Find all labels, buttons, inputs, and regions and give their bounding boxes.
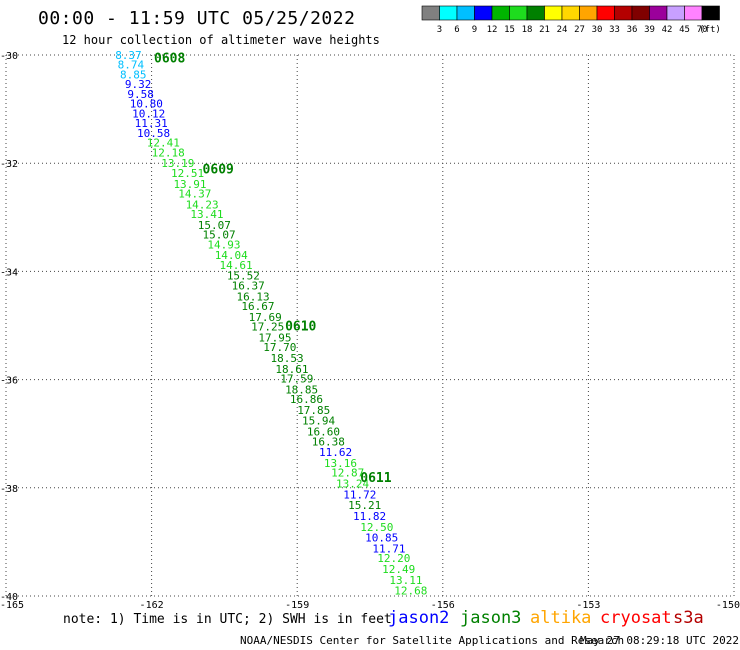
wave-height-value: 12.50 [360,521,393,534]
wave-height-value: 17.95 [258,331,291,344]
wave-height-value: 11.72 [343,488,376,501]
colorbar-tick-label: 33 [609,25,620,35]
wave-height-value: 16.38 [312,435,345,448]
chart-subtitle: 12 hour collection of altimeter wave hei… [62,33,380,47]
wave-height-value: 13.91 [173,178,206,191]
colorbar-tick-label: 9 [472,25,477,35]
wave-height-value: 11.31 [135,117,168,130]
y-tick-label: -36 [0,376,18,387]
wave-height-value: 14.37 [178,187,211,200]
wave-height-value: 14.23 [186,198,219,211]
wave-height-value: 13.16 [324,457,357,470]
colorbar-tick-label: 45 [679,25,690,35]
wave-height-value: 15.94 [302,415,335,428]
wave-height-value: 16.67 [241,300,274,313]
wave-height-value: 12.41 [147,137,180,150]
colorbar-tick-label: 21 [539,25,550,35]
legend-jason3: jason3 [460,608,522,628]
wave-height-value: 10.12 [132,107,165,120]
wave-height-value: 18.53 [271,352,304,365]
wave-height-value: 12.87 [331,467,364,480]
colorbar-tick-label: 18 [522,25,533,35]
wave-height-value: 12.49 [382,563,415,576]
wave-height-value: 12.18 [152,146,185,159]
wave-height-value: 11.71 [372,542,405,555]
y-tick-label: -32 [0,159,18,170]
chart-title: 00:00 - 11:59 UTC 05/25/2022 [38,8,356,29]
wave-height-value: 8.74 [118,59,145,72]
x-tick-label: -156 [431,600,455,611]
y-tick-label: -34 [0,267,18,278]
colorbar-tick-label: 27 [574,25,585,35]
wave-height-value: 9.58 [127,88,154,101]
legend-altika: altika [530,608,592,628]
x-tick-label: -162 [140,600,164,611]
color-scale-bar: 3 6 9 12 15 18 21 24 27 30 33 36 39 42 45 70(ft) [421,5,721,35]
colorbar-tick-label: 36 [627,25,638,35]
wave-height-value: 10.80 [130,98,163,111]
wave-height-value: 13.11 [389,574,422,587]
wave-height-value: 13.41 [190,208,223,221]
wave-height-value: 12.51 [171,167,204,180]
colorbar-tick-label: 15 [504,25,515,35]
wave-height-value: 12.20 [377,552,410,565]
colorbar-swatch [701,5,720,21]
wave-height-value: 15.07 [203,229,236,242]
wave-height-value: 16.86 [290,393,323,406]
wave-height-value: 10.85 [365,532,398,545]
pass-time-label: 0611 [360,471,391,486]
wave-height-value: 18.61 [275,363,308,376]
wave-height-value: 16.13 [237,290,270,303]
wave-height-value: 18.85 [285,383,318,396]
legend-jason2: jason2 [388,608,450,628]
generation-timestamp: May 27 08:29:18 UTC 2022 [580,634,739,647]
pass-time-label: 0610 [285,320,316,335]
legend-s3a: s3a [673,608,704,628]
y-tick-label: -30 [0,51,18,62]
wave-height-value: 9.32 [125,78,152,91]
wave-height-value: 11.82 [353,510,386,523]
wave-height-value: 17.25 [251,321,284,334]
colorbar-tick-label: 70 [697,25,708,35]
wave-height-value: 14.04 [215,249,248,262]
wave-height-value: 13.19 [161,157,194,170]
wave-height-value: 15.07 [198,219,231,232]
credit-line: NOAA/NESDIS Center for Satellite Applica… [240,634,625,647]
wave-height-value: 17.59 [280,373,313,386]
wave-height-value: 15.21 [348,499,381,512]
wave-height-value: 16.37 [232,279,265,292]
wave-height-value: 17.70 [263,341,296,354]
colorbar-tick-label: 24 [557,25,568,35]
colorbar-tick-label: 12 [487,25,498,35]
wave-height-value: 17.85 [297,404,330,417]
colorbar-tick-label: 3 [437,25,442,35]
x-tick-label: -150 [716,600,740,611]
wave-height-value: 10.58 [137,127,170,140]
y-tick-label: -38 [0,484,18,495]
legend-cryosat: cryosat [600,608,672,628]
wave-height-value: 11.62 [319,446,352,459]
x-tick-label: -165 [0,600,24,611]
colorbar-unit-label: (ft) [699,25,721,35]
pass-time-label: 0609 [203,163,234,178]
colorbar-tick-label: 42 [662,25,673,35]
colorbar-tick-label: 30 [592,25,603,35]
pass-time-label: 0608 [154,52,185,67]
wave-height-value: 14.61 [220,259,253,272]
wave-height-value: 16.60 [307,426,340,439]
colorbar-tick-label: 6 [454,25,459,35]
wave-height-value: 12.68 [394,585,427,598]
wave-height-value: 15.52 [227,270,260,283]
footer-note: note: 1) Time is in UTC; 2) SWH is in fe… [63,612,392,627]
x-tick-label: -153 [576,600,600,611]
wave-height-value: 8.37 [115,49,142,62]
wave-height-value: 14.93 [207,238,240,251]
wave-height-value: 13.24 [336,477,369,490]
colorbar-tick-label: 39 [644,25,655,35]
wave-height-value: 17.69 [249,311,282,324]
y-tick-label: -40 [0,592,18,603]
wave-height-value: 8.85 [120,68,147,81]
x-tick-label: -159 [285,600,309,611]
